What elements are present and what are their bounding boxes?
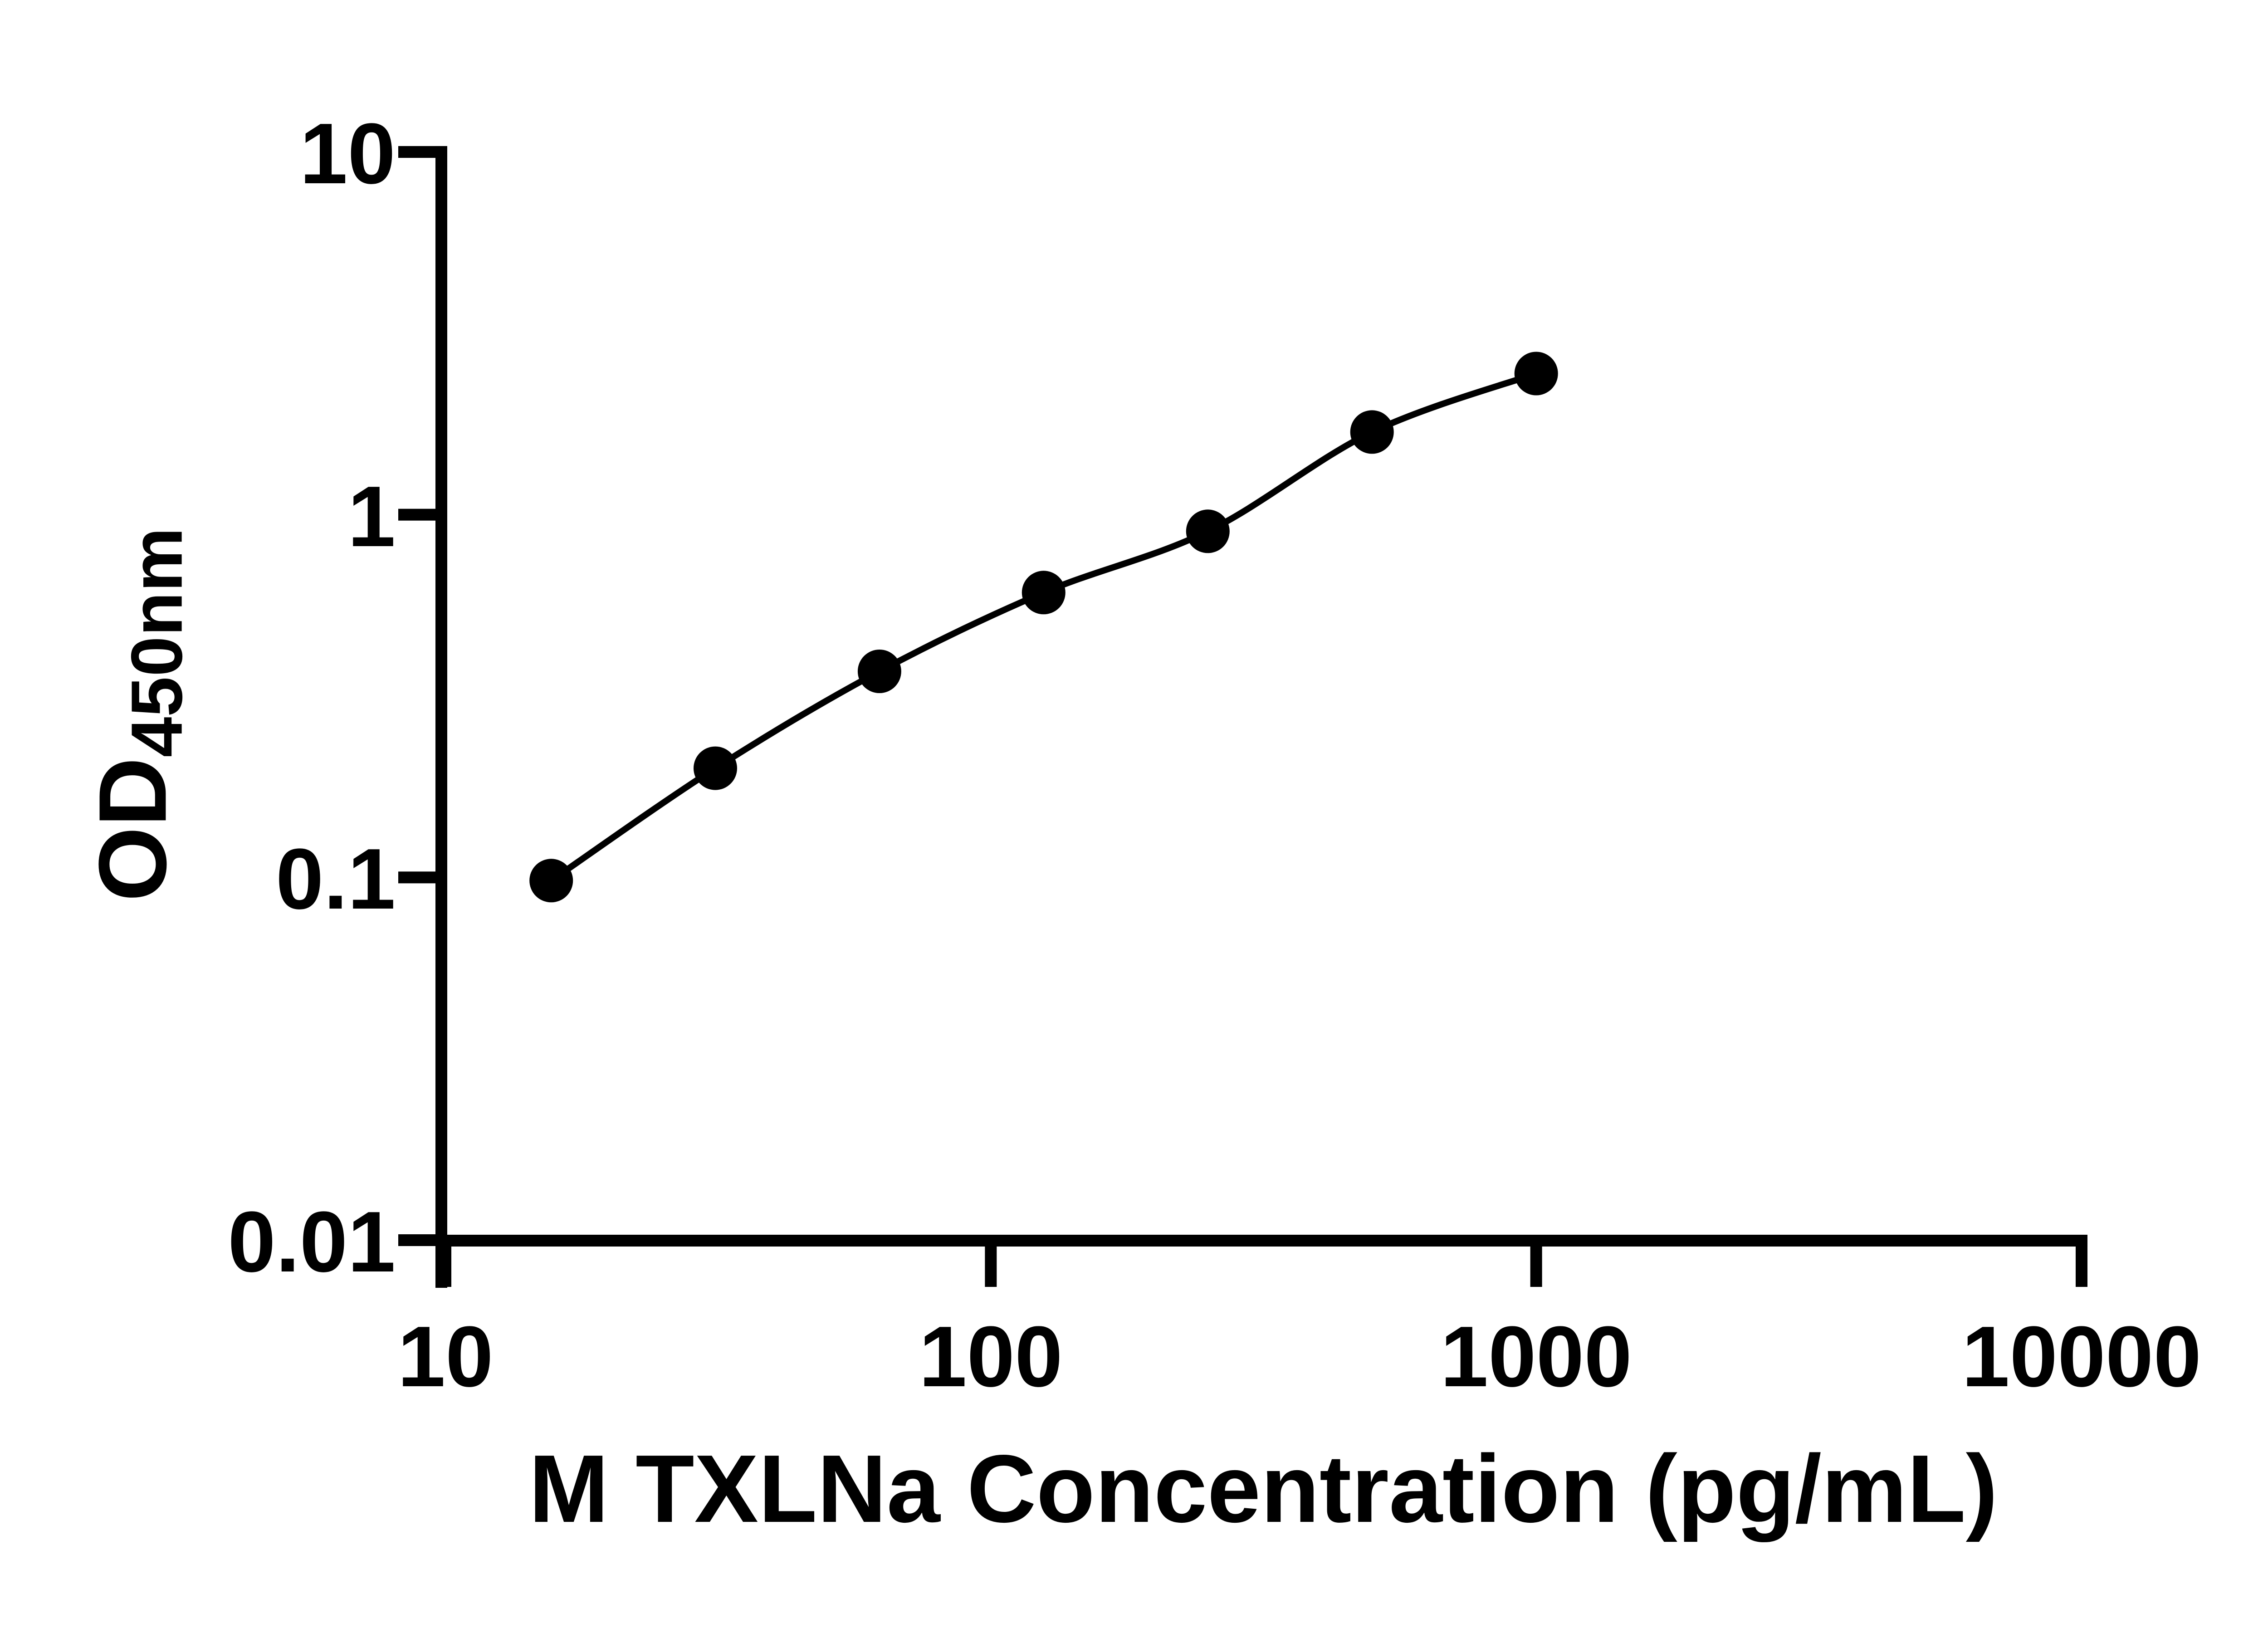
x-tick-mark [2075, 1240, 2087, 1287]
x-tick-label: 10000 [1961, 1309, 2202, 1405]
data-point-marker [1186, 509, 1230, 553]
y-axis-title-subscript: 450nm [116, 527, 197, 758]
y-tick-mark [398, 1234, 440, 1246]
x-tick-label: 10 [397, 1309, 494, 1405]
y-tick-mark [398, 871, 440, 884]
y-tick-mark [398, 508, 440, 521]
data-point-marker [694, 746, 737, 790]
data-point-marker [857, 650, 901, 693]
y-tick-label: 1 [347, 468, 396, 565]
y-tick-label: 0.1 [275, 831, 396, 928]
x-tick-mark [1530, 1240, 1542, 1287]
x-axis-line [435, 1235, 2087, 1247]
y-tick-mark [398, 146, 440, 158]
y-axis-line [435, 146, 447, 1288]
y-tick-label: 10 [299, 105, 396, 202]
data-point-marker [1022, 571, 1066, 615]
data-point-marker [1350, 410, 1394, 454]
data-point-marker [529, 859, 573, 903]
x-tick-mark [440, 1240, 451, 1287]
y-tick-label: 0.01 [228, 1194, 396, 1290]
x-tick-mark [985, 1240, 997, 1287]
x-tick-label: 1000 [1440, 1309, 1632, 1405]
data-point-marker [1514, 352, 1558, 396]
standard-curve-line [549, 370, 1538, 884]
x-axis-title: M TXLNa Concentration (pg/mL) [528, 1435, 1998, 1542]
y-axis-title-main: OD [78, 757, 186, 902]
y-axis-title: OD450nm [78, 528, 197, 902]
x-tick-label: 100 [919, 1309, 1063, 1405]
